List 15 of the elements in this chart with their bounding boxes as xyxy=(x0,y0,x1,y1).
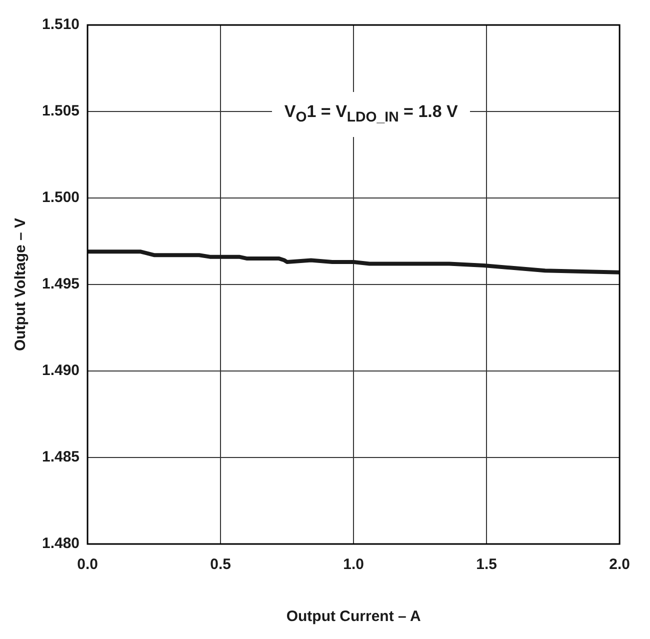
x-tick-label: 1.5 xyxy=(476,556,497,574)
x-tick-label: 0.5 xyxy=(210,556,231,574)
x-axis-title: Output Current – A xyxy=(286,608,421,626)
annotation: V$_{O}$1 = V$_{LDO_IN}$ = 1.8 V xyxy=(272,92,470,138)
y-tick-label: 1.490 xyxy=(42,362,80,380)
y-axis-title: Output Voltage – V xyxy=(12,218,30,352)
y-tick-label: 1.500 xyxy=(42,189,80,206)
y-tick-label: 1.480 xyxy=(42,535,80,552)
y-tick-label: 1.495 xyxy=(42,276,80,293)
y-tick-label: 1.505 xyxy=(42,102,80,120)
y-tick-label: 1.485 xyxy=(42,448,80,466)
x-tick-label: 0.0 xyxy=(77,556,98,574)
x-tick-label: 1.0 xyxy=(343,556,364,574)
x-tick-label: 2.0 xyxy=(609,556,630,574)
y-tick-label: 1.510 xyxy=(42,16,80,34)
